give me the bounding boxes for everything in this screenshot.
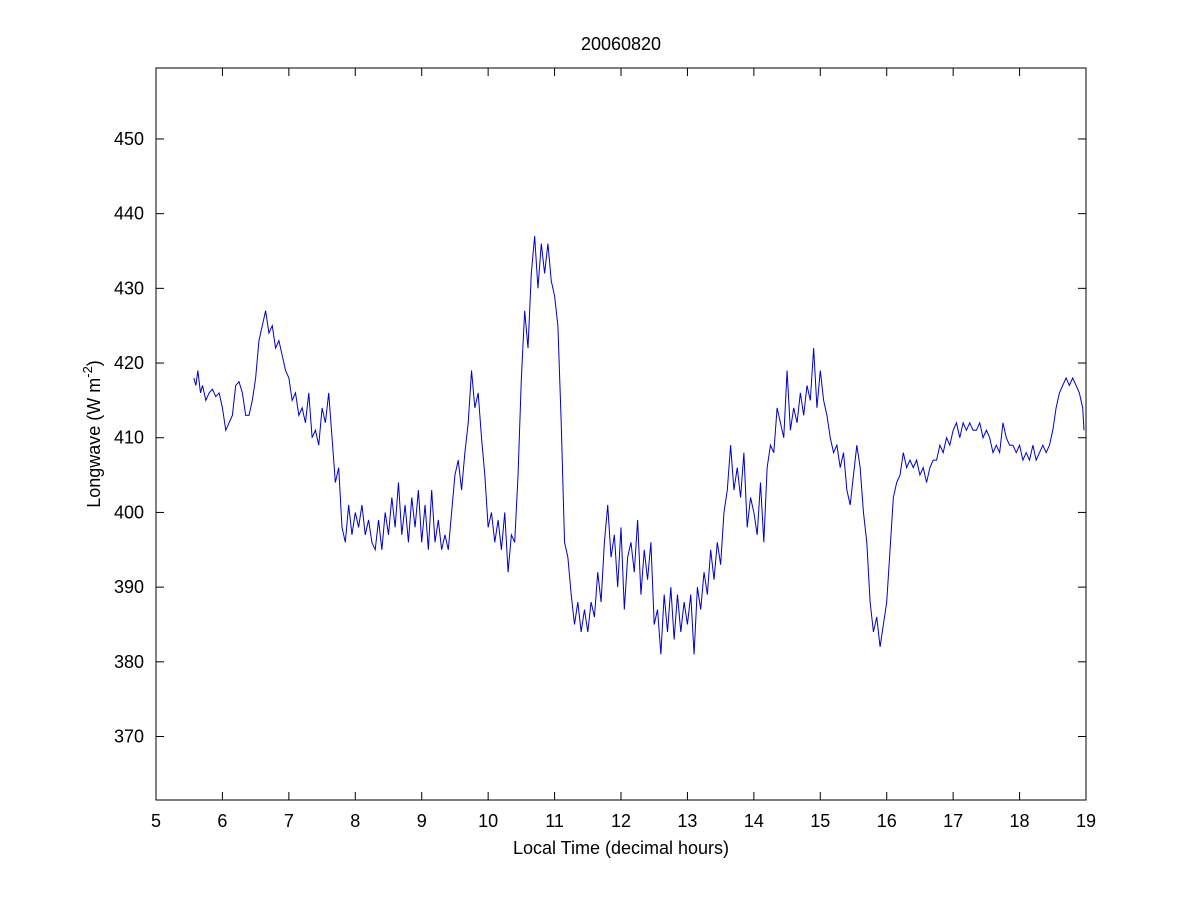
y-axis-label: Longwave (W m-2) (80, 360, 104, 508)
x-tick-label: 19 (1076, 811, 1096, 831)
y-tick-label: 410 (114, 428, 144, 448)
x-tick-label: 11 (545, 811, 564, 831)
y-tick-label: 400 (114, 502, 144, 522)
x-tick-label: 7 (284, 811, 294, 831)
y-axis-label-sup: -2 (80, 366, 95, 378)
x-tick-label: 10 (478, 811, 498, 831)
x-tick-label: 16 (877, 811, 897, 831)
x-tick-label: 13 (677, 811, 697, 831)
x-tick-label: 9 (417, 811, 427, 831)
x-axis-label: Local Time (decimal hours) (513, 838, 729, 858)
y-axis-label-text: Longwave (W m (84, 378, 104, 508)
x-tick-label: 17 (943, 811, 963, 831)
x-tick-label: 12 (611, 811, 631, 831)
x-tick-label: 5 (151, 811, 161, 831)
y-tick-label: 420 (114, 353, 144, 373)
y-tick-label: 440 (114, 204, 144, 224)
y-tick-label: 430 (114, 278, 144, 298)
y-tick-label: 390 (114, 577, 144, 597)
x-tick-label: 14 (744, 811, 764, 831)
y-tick-label: 450 (114, 129, 144, 149)
x-tick-label: 6 (217, 811, 227, 831)
y-tick-label: 380 (114, 652, 144, 672)
y-axis-label-end: ) (84, 360, 104, 366)
data-line (193, 236, 1085, 655)
x-tick-label: 15 (810, 811, 830, 831)
x-tick-label: 18 (1010, 811, 1030, 831)
x-tick-label: 8 (350, 811, 360, 831)
plot-frame (155, 67, 1087, 801)
chart-title: 20060820 (581, 34, 661, 54)
y-tick-label: 370 (114, 727, 144, 747)
